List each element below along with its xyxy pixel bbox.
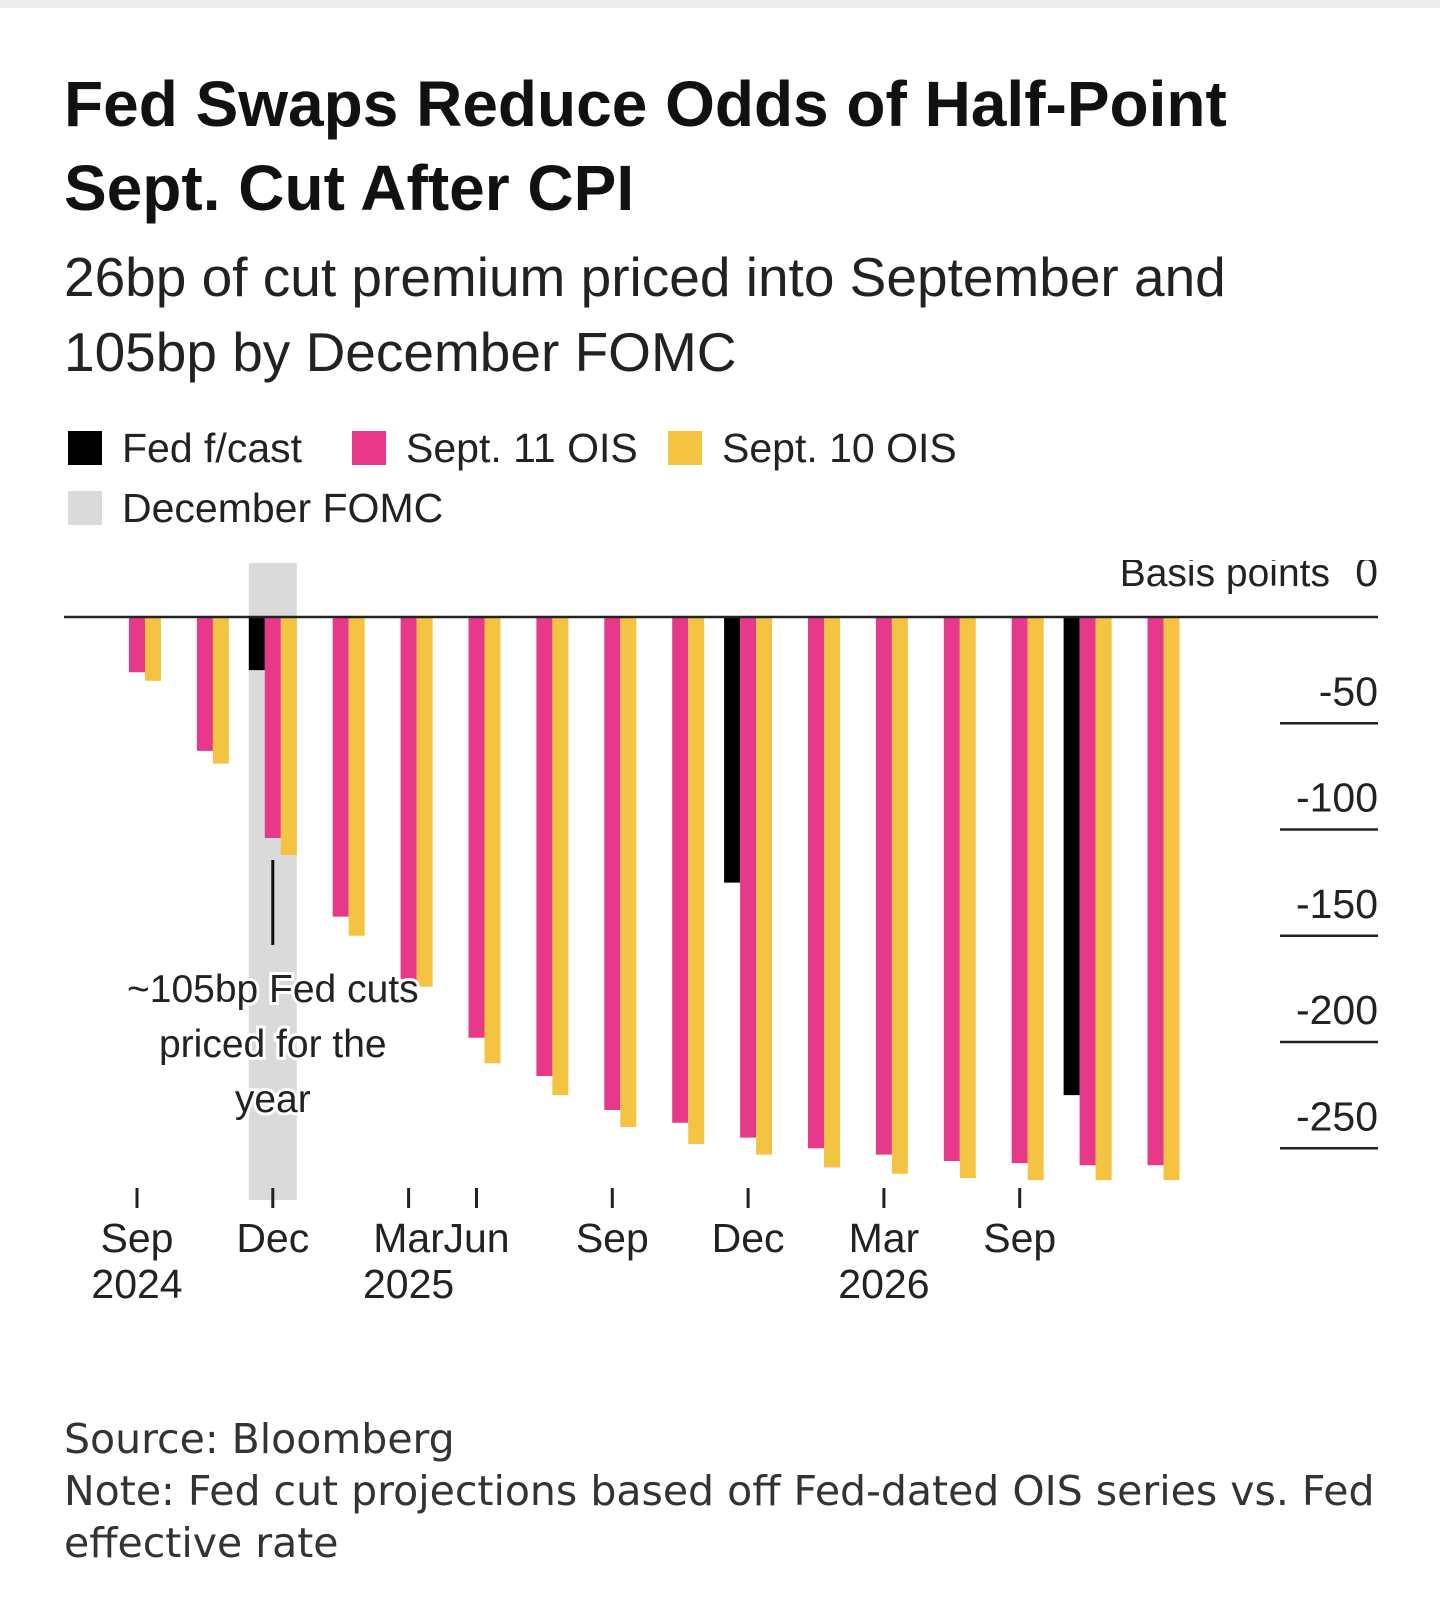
source-note: Source: Bloomberg [64,1415,455,1463]
legend-label-fed-forecast: Fed f/cast [122,424,303,471]
bar-sept-11-ois [1011,617,1028,1164]
bar-fed-f-cast [1063,617,1080,1096]
legend-label-sept10-ois: Sept. 10 OIS [722,424,957,471]
bar-sept-10-ois [824,617,840,1168]
legend-swatch-sept10-ois [668,431,702,465]
bar-sept-10-ois [1095,617,1112,1181]
x-tick-label-month: Sep [101,1215,174,1261]
bar-sept-11-ois [129,617,145,673]
bar-sept-11-ois [332,617,349,917]
bar-sept-11-ois [1147,617,1164,1166]
y-tick-label: 0 [1355,560,1378,595]
bar-sept-10-ois [1027,617,1044,1181]
bar-fed-f-cast [724,617,741,883]
bar-sept-11-ois [875,617,892,1155]
y-tick-label: -50 [1319,668,1378,714]
x-tick-label-year: 2025 [363,1261,454,1307]
legend-row-2: December FOMC [64,478,1364,538]
bar-sept-11-ois [740,617,757,1138]
y-tick-label: -250 [1296,1093,1378,1139]
bar-sept-10-ois [280,617,297,855]
methodology-note: Note: Fed cut projections based off Fed-… [64,1467,1375,1567]
footer: Source: Bloomberg Note: Fed cut projecti… [64,1413,1384,1569]
bar-sept-10-ois [416,617,433,987]
legend-row-1: Fed f/cast Sept. 11 OIS Sept. 10 OIS [64,418,1364,478]
chart-subtitle: 26bp of cut premium priced into Septembe… [64,246,1226,383]
legend: Fed f/cast Sept. 11 OIS Sept. 10 OIS Dec… [64,418,1364,538]
x-tick-label-month: Mar [849,1215,920,1261]
bar-chart: Basis points 0 -50 -100 -150 -200 -250 ~105bp F… [64,560,1378,1307]
x-tick-label-month: Mar [373,1215,444,1261]
legend-item-sept11-ois: Sept. 11 OIS [352,418,638,478]
bar-sept-11-ois [400,617,417,983]
bar-sept-11-ois [536,617,553,1076]
bar-sept-11-ois [468,617,485,1038]
bar-sept-10-ois [145,617,161,681]
annotation-text: priced for the [159,1023,387,1066]
x-tick-label-year: 2026 [838,1261,929,1307]
bar-sept-10-ois [959,617,976,1178]
y-tick-label: -200 [1296,987,1378,1033]
bar-sept-10-ois [756,617,773,1155]
bar-sept-11-ois [196,617,213,751]
legend-label-december-fomc: December FOMC [122,484,444,531]
bar-sept-10-ois [688,617,705,1144]
legend-item-december-fomc: December FOMC [68,478,443,538]
x-tick-label-year: 2024 [91,1261,182,1307]
y-tick-label: -100 [1296,775,1378,821]
annotation-text: ~105bp Fed cuts [127,968,419,1011]
bar-sept-10-ois [620,617,637,1127]
bar-sept-11-ois [943,617,960,1161]
bar-sept-11-ois [264,617,281,838]
bar-sept-10-ois [552,617,569,1096]
bar-sept-10-ois [891,617,908,1174]
legend-swatch-sept11-ois [352,431,386,465]
top-divider [0,0,1440,8]
bar-sept-11-ois [604,617,621,1110]
legend-item-fed-forecast: Fed f/cast [68,418,302,478]
annotation-text: year [235,1078,311,1121]
bar-sept-10-ois [484,617,501,1064]
bar-sept-10-ois [348,617,365,936]
bar-sept-10-ois [212,617,229,764]
bar-sept-10-ois [1163,617,1180,1181]
x-tick-label-month: Jun [443,1215,509,1261]
x-tick-label-month: Sep [983,1215,1056,1261]
chart-title: Fed Swaps Reduce Odds of Half-Point Sept… [64,68,1227,224]
bar-sept-11-ois [808,617,824,1149]
legend-swatch-december-fomc [68,491,102,525]
legend-label-sept11-ois: Sept. 11 OIS [406,424,638,471]
x-tick-label-month: Dec [236,1215,309,1261]
y-axis-title: Basis points [1120,560,1330,595]
x-tick-label-month: Dec [712,1215,785,1261]
bar-sept-11-ois [672,617,689,1123]
y-tick-label: -150 [1296,881,1378,927]
bar-sept-11-ois [1079,617,1096,1166]
legend-swatch-fed-forecast [68,431,102,465]
legend-item-sept10-ois: Sept. 10 OIS [668,418,957,478]
x-tick-label-month: Sep [576,1215,649,1261]
bar-fed-f-cast [248,617,265,671]
